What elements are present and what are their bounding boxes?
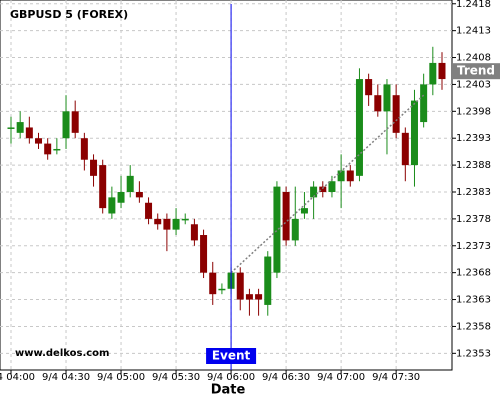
plot-area [0,0,453,371]
y-tick-label: 1.2363 [456,295,491,306]
candle-body [145,202,153,219]
y-tick-label: 1.2403 [456,79,491,90]
candle-body [300,208,308,214]
y-tick-label: 1.2353 [456,348,491,359]
y-tick-label: 1.2388 [456,160,491,171]
y-tick-label: 1.2378 [456,214,491,225]
x-tick-label: 9/4 04:00 [0,372,35,383]
candle-body [200,235,208,273]
candle-body [383,84,391,112]
event-label: Event [212,349,251,363]
candle-body [429,62,437,85]
candle-body [71,111,79,133]
x-tick-label: 9/4 04:30 [42,372,90,383]
candle-body [392,95,400,133]
trend-label-box [452,63,500,80]
x-tick-label: 9/4 06:00 [207,372,255,383]
candle-body [53,148,61,151]
candle-body [154,218,162,225]
candle-body [99,165,107,209]
y-tick-label: 1.2373 [456,241,491,252]
y-tick-label: 1.2383 [456,187,491,198]
candle-body [44,143,52,155]
candle-body [135,191,143,198]
candle-body [172,218,180,230]
candle-body [190,224,198,241]
candle-body [255,294,263,300]
y-tick-label: 1.2413 [456,26,491,37]
candle-body [346,170,354,182]
candle-body [365,79,373,96]
candle-body [117,191,125,203]
marks [7,4,446,370]
y-tick-label: 1.2358 [456,321,491,332]
candle-body [273,186,281,273]
y-tick-label: 1.2418 [456,0,491,10]
x-tick-label: 9/4 06:30 [262,372,310,383]
candle-body [181,218,189,221]
chart-title: GBPUSD 5 (FOREX) [10,8,128,21]
y-tick-label: 1.2398 [456,106,491,117]
candle-body [25,127,33,139]
candle-body [245,294,253,300]
x-tick-label: 9/4 05:00 [97,372,145,383]
x-tick-label: 9/4 05:30 [152,372,200,383]
event-label-box [206,348,257,364]
candle-body [401,132,409,166]
candle-body [374,95,382,112]
candle-body [328,181,336,192]
y-tick-label: 1.2393 [456,133,491,144]
candle-body [420,84,428,123]
y-tick-label: 1.2408 [456,53,491,64]
candle-body [62,111,70,139]
trend-label: Trend [457,64,495,78]
candle-body [163,218,171,230]
candle-body [438,62,446,80]
candle-body [90,159,98,176]
candle-body [16,122,24,133]
candle-body [209,272,217,295]
x-tick-label: 9/4 07:30 [372,372,420,383]
candle-body [236,272,244,300]
watermark: www.delkos.com [15,348,109,359]
candle-body [355,79,363,176]
candle-body [410,100,418,166]
candle-body [282,191,290,241]
x-axis-title: Date [211,383,246,398]
candle-body [7,127,15,129]
x-tick-label: 9/4 07:00 [317,372,365,383]
candle-body [80,138,88,160]
candle-body [264,256,272,305]
candle-body [319,186,327,192]
y-tick-label: 1.2368 [456,268,491,279]
candle-body [35,138,43,144]
candle-body [108,197,116,214]
candle-body [337,170,345,182]
candle-body [218,288,226,291]
candle-body [291,218,299,241]
candle-body [310,186,318,198]
candle-body [126,175,134,192]
axes: 1.2353 1.2358 1.2363 1.2368 1.2373 1.2378 1.23… [0,0,500,383]
